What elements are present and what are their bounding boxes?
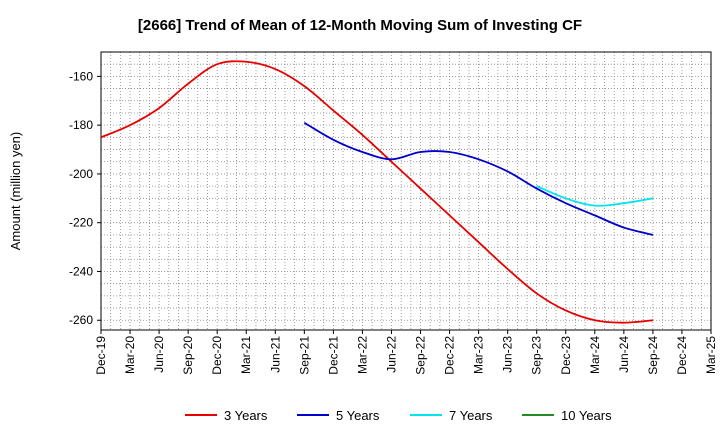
x-tick-label: Jun-20 (152, 336, 166, 373)
series-group (100, 60, 654, 324)
y-tick-label: -220 (69, 216, 93, 230)
y-tick-label: -240 (69, 264, 93, 278)
x-tick-label: Sep-22 (414, 336, 428, 375)
x-tick-label: Mar-22 (355, 336, 369, 374)
y-tick-label: -200 (69, 167, 93, 181)
y-tick-label: -260 (69, 313, 93, 327)
x-tick-label: Jun-23 (501, 336, 515, 373)
x-tick-label: Dec-20 (210, 336, 224, 375)
series-line-1 (100, 60, 653, 324)
x-tick-label: Mar-23 (472, 336, 486, 374)
x-tick-label: Dec-19 (94, 336, 108, 375)
y-tick-label: -160 (69, 69, 93, 83)
series-line-3 (536, 185, 654, 207)
legend-label: 7 Years (449, 408, 493, 423)
x-tick-label: Sep-20 (181, 336, 195, 375)
x-tick-label: Mar-21 (239, 336, 253, 374)
chart-title: [2666] Trend of Mean of 12-Month Moving … (138, 17, 582, 34)
series-line-2 (303, 121, 654, 236)
y-axis: -160 -180 -200 -220 -240 -260 (69, 69, 101, 327)
plot-area (100, 51, 712, 331)
x-tick-label: Jun-21 (268, 336, 282, 373)
x-tick-label: Dec-22 (443, 336, 457, 375)
x-tick-label: Sep-24 (646, 336, 660, 375)
x-tick-label: Dec-24 (675, 336, 689, 375)
x-tick-label: Sep-21 (297, 336, 311, 375)
legend: 3 Years 5 Years 7 Years 10 Years (185, 408, 612, 423)
grid (101, 51, 711, 330)
x-tick-label: Sep-23 (530, 336, 544, 375)
y-axis-label: Amount (million yen) (8, 132, 23, 251)
y-tick-label: -180 (69, 118, 93, 132)
x-tick-label: Jun-22 (384, 336, 398, 373)
legend-label: 10 Years (561, 408, 612, 423)
x-tick-label: Mar-25 (704, 336, 718, 374)
x-tick-label: Dec-21 (326, 336, 340, 375)
legend-label: 3 Years (224, 408, 268, 423)
x-axis: Dec-19 Mar-20 Jun-20 Sep-20 Dec-20 Mar-21 Jun-… (94, 330, 718, 375)
legend-label: 5 Years (336, 408, 380, 423)
x-tick-label: Mar-24 (588, 336, 602, 374)
x-tick-label: Jun-24 (617, 336, 631, 373)
x-tick-label: Mar-20 (123, 336, 137, 374)
x-tick-label: Dec-23 (559, 336, 573, 375)
